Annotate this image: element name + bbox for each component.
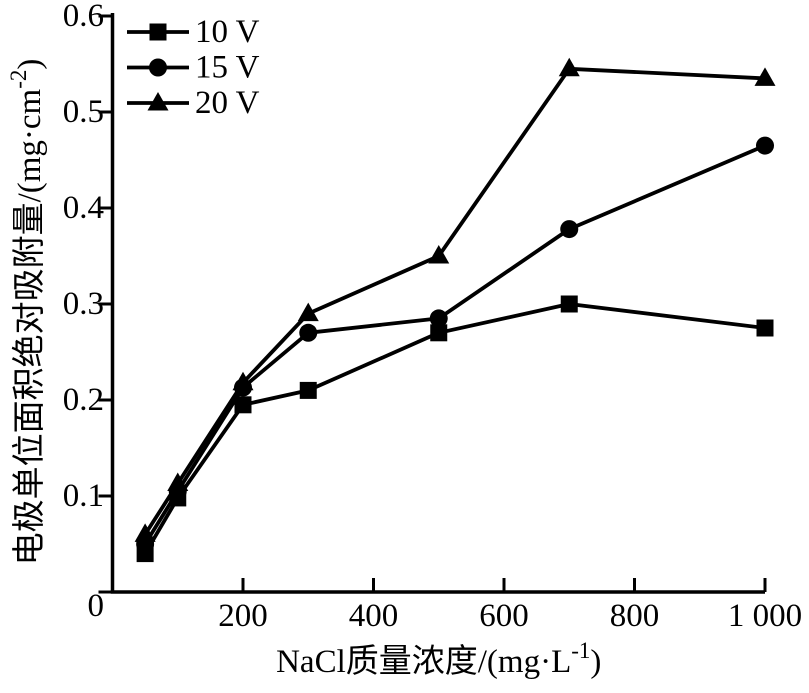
series-20v — [134, 57, 776, 542]
circle-marker — [429, 309, 448, 328]
x-axis-title: NaCl质量浓度/(mg·L-1) — [276, 638, 601, 681]
legend-label: 20 V — [195, 85, 260, 121]
triangle-marker — [167, 472, 189, 492]
square-marker — [560, 295, 578, 313]
y-axis-ticks: 0 0.1 0.2 0.3 0.4 0.5 0.6 — [63, 0, 113, 624]
legend-item: 15 V — [127, 50, 260, 86]
legend-label: 10 V — [195, 14, 260, 50]
circle-marker — [299, 323, 318, 342]
legend-item: 10 V — [127, 14, 260, 50]
x-tick-label: 800 — [610, 598, 660, 634]
series-line — [143, 143, 766, 545]
x-tick-label: 200 — [218, 598, 268, 634]
legend-label: 15 V — [195, 50, 260, 86]
square-marker — [234, 396, 252, 414]
circle-marker — [149, 58, 167, 77]
series-10v — [136, 295, 774, 563]
triangle-marker — [147, 92, 169, 111]
triangle-marker — [134, 523, 156, 542]
legend: 10 V15 V20 V — [127, 14, 260, 121]
x-tick-label: 600 — [479, 598, 529, 634]
square-marker — [299, 381, 317, 399]
square-marker — [430, 324, 448, 342]
y-axis-label: 电极单位面积绝对吸附量/(mg·cm-2) — [6, 59, 49, 566]
triangle-marker — [754, 67, 776, 86]
circle-marker — [560, 220, 579, 239]
x-axis-ticks: 200 400 600 800 1 000 — [218, 578, 802, 634]
legend-item: 20 V — [127, 85, 260, 121]
triangle-marker — [558, 57, 580, 77]
y-tick-label: 0.1 — [63, 478, 104, 514]
y-tick-label: 0.3 — [63, 286, 104, 322]
x-tick-label: 1 000 — [728, 598, 802, 634]
y-tick-label: 0.4 — [63, 190, 104, 226]
circle-marker — [756, 136, 774, 155]
y-tick-label: 0 — [88, 588, 105, 624]
triangle-marker — [232, 371, 254, 391]
y-axis-title: 电极单位面积绝对吸附量/(mg·cm-2) — [6, 59, 49, 566]
y-tick-label: 0.6 — [63, 0, 104, 34]
series-line — [143, 66, 766, 536]
triangle-marker — [428, 245, 450, 264]
triangle-marker — [297, 302, 319, 322]
y-tick-label: 0.2 — [63, 382, 104, 418]
square-marker — [149, 23, 167, 41]
series-15v — [136, 136, 774, 553]
series-line — [143, 302, 766, 555]
x-tick-label: 400 — [349, 598, 399, 634]
y-tick-label: 0.5 — [63, 94, 104, 130]
square-marker — [756, 319, 774, 337]
x-axis-label: NaCl质量浓度/(mg·L-1) — [276, 638, 601, 681]
